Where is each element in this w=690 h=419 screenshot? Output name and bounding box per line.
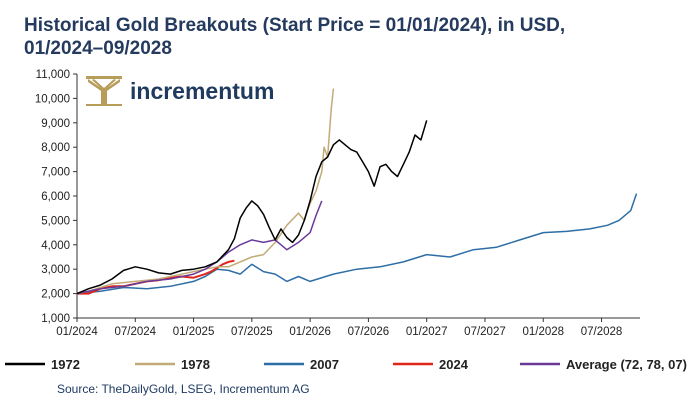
plot-area: 1,000 2,000 3,000 4,000 5,000 6,000 7,000 8,000… <box>35 69 640 338</box>
series-line-2007 <box>76 193 638 295</box>
chart-title-line1: Historical Gold Breakouts (Start Price =… <box>24 15 566 36</box>
legend-label: 1972 <box>51 357 80 372</box>
chart-title: Historical Gold Breakouts (Start Price =… <box>24 14 664 60</box>
legend-label: 1978 <box>181 357 210 372</box>
x-tick-label: 01/2024 <box>56 326 98 338</box>
legend-label: Average (72, 78, 07) <box>566 357 687 372</box>
x-tick-label: 01/2026 <box>289 326 331 338</box>
x-tick-label: 01/2028 <box>522 326 564 338</box>
incrementum-logo: incrementum <box>86 74 274 106</box>
x-tick-label: 01/2025 <box>173 326 215 338</box>
y-tick-label: 7,000 <box>41 167 70 179</box>
logo-text: incrementum <box>130 78 274 104</box>
series-line-1972 <box>76 120 428 295</box>
y-tick-label: 1,000 <box>41 313 70 325</box>
x-tick-label: 07/2027 <box>464 326 506 338</box>
y-tick-label: 3,000 <box>41 264 70 276</box>
legend-label: 2007 <box>310 357 339 372</box>
x-tick-label: 07/2028 <box>581 326 623 338</box>
legend-label: 2024 <box>439 357 469 372</box>
y-tick-label: 11,000 <box>36 69 70 81</box>
x-tick-label: 07/2025 <box>231 326 273 338</box>
tree-logo-mark <box>86 76 122 106</box>
y-tick-label: 10,000 <box>35 93 70 105</box>
series-line-average-72-78-07 <box>76 200 323 295</box>
y-tick-label: 5,000 <box>41 215 70 227</box>
series-line-1978 <box>76 88 335 295</box>
y-tick-label: 8,000 <box>41 142 70 154</box>
x-tick-label: 07/2026 <box>348 326 390 338</box>
chart-title-line2: 01/2024–09/2028 <box>24 38 172 59</box>
y-tick-label: 9,000 <box>41 118 70 130</box>
source-note: Source: TheDailyGold, LSEG, Incrementum … <box>57 382 310 396</box>
y-tick-label: 6,000 <box>41 191 70 203</box>
x-tick-label: 01/2027 <box>406 326 448 338</box>
legend: 1972 1978 2007 2024 Average (72, 78, 07) <box>5 357 687 372</box>
y-tick-label: 2,000 <box>41 289 70 301</box>
x-tick-label: 07/2024 <box>114 326 156 338</box>
y-tick-label: 4,000 <box>41 240 70 252</box>
